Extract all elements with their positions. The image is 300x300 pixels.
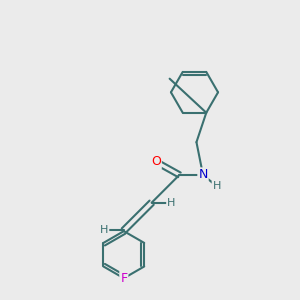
Text: H: H	[213, 181, 221, 191]
Text: F: F	[120, 272, 128, 285]
Text: N: N	[198, 168, 208, 182]
Text: H: H	[167, 198, 176, 208]
Text: H: H	[100, 226, 108, 236]
Text: O: O	[151, 155, 161, 168]
